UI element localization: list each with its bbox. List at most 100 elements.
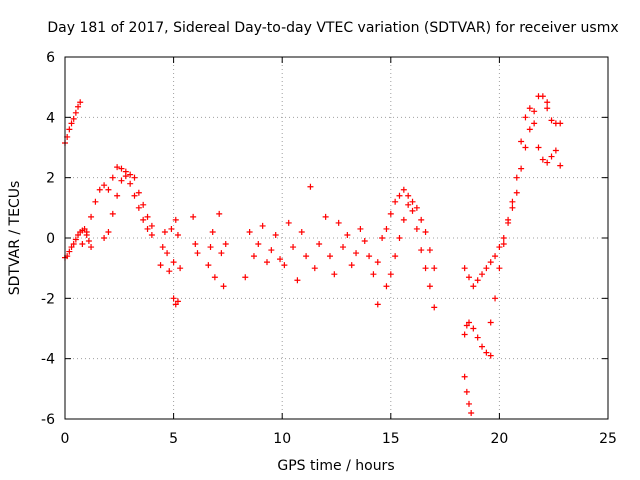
data-point-marker (361, 238, 368, 245)
data-point-marker (157, 262, 164, 269)
data-point-marker (242, 274, 249, 281)
data-point-marker (70, 241, 77, 248)
data-point-marker (148, 231, 155, 238)
data-point-marker (290, 244, 297, 251)
y-tick-label: 4 (46, 110, 55, 126)
data-point-marker (144, 213, 151, 220)
data-point-marker (487, 259, 494, 266)
data-point-marker (544, 105, 551, 112)
data-point-marker (374, 301, 381, 308)
data-point-marker (470, 325, 477, 332)
plot-frame (64, 56, 609, 420)
data-point-marker (409, 198, 416, 205)
data-point-marker (396, 235, 403, 241)
data-point-marker (461, 265, 468, 272)
data-point-marker (66, 248, 73, 255)
data-point-marker (548, 117, 555, 124)
data-point-marker (496, 244, 503, 251)
data-point-marker (474, 334, 481, 341)
data-point-marker (357, 225, 364, 232)
data-point-marker (118, 177, 125, 184)
data-point-marker (374, 259, 381, 266)
x-tick-label: 20 (490, 431, 508, 447)
data-point-marker (526, 126, 533, 133)
chart-title: Day 181 of 2017, Sidereal Day-to-day VTE… (47, 20, 618, 36)
data-point-marker (461, 331, 468, 338)
data-point-marker (474, 277, 481, 284)
data-point-marker (211, 274, 218, 281)
y-axis-label: SDTVAR / TECUs (7, 181, 23, 296)
x-tick-label: 10 (273, 431, 291, 447)
data-point-marker (216, 210, 223, 217)
data-point-marker (92, 198, 99, 205)
data-point-marker (194, 250, 201, 257)
data-point-marker (548, 153, 555, 160)
data-point-marker (209, 228, 216, 235)
data-point-marker (140, 216, 147, 223)
data-point-marker (479, 343, 486, 350)
data-point-marker (68, 120, 75, 127)
y-tick-label: -2 (41, 291, 55, 307)
data-point-marker (144, 225, 151, 232)
data-point-marker (509, 198, 516, 205)
data-point-marker (72, 109, 79, 116)
data-point-marker (207, 244, 214, 251)
data-point-marker (114, 164, 121, 171)
data-point-marker (413, 225, 420, 232)
data-point-marker (168, 225, 175, 232)
data-point-marker (405, 192, 412, 199)
data-point-marker (66, 126, 73, 133)
data-point-marker (96, 186, 103, 193)
data-point-marker (303, 253, 310, 260)
data-point-marker (544, 159, 551, 166)
data-point-marker (105, 228, 112, 235)
data-point-marker (277, 256, 284, 263)
data-point-marker (250, 253, 257, 260)
axis-ticks: 0 5 10 15 20 25 -6 -4 -2 0 2 4 6 (41, 50, 617, 447)
data-point-marker (331, 271, 338, 278)
data-point-marker (392, 253, 399, 260)
data-point-marker (172, 216, 179, 223)
data-point-marker (383, 283, 390, 290)
data-point-marker (109, 174, 116, 181)
data-point-marker (379, 235, 386, 241)
data-point-marker (461, 373, 468, 380)
data-point-marker (259, 222, 266, 229)
data-point-marker (68, 244, 75, 251)
data-point-marker (465, 400, 472, 407)
data-point-marker (109, 210, 116, 217)
data-point-marker (105, 186, 112, 193)
data-point-marker (487, 319, 494, 326)
data-point-marker (127, 171, 134, 178)
data-point-marker (135, 204, 142, 211)
data-point-marker (140, 201, 147, 208)
data-point-marker (418, 247, 425, 254)
data-point-marker (483, 265, 490, 272)
data-point-marker (172, 301, 179, 308)
data-point-marker (522, 114, 529, 121)
data-point-marker (465, 274, 472, 281)
data-point-marker (77, 99, 84, 106)
data-point-marker (246, 228, 253, 235)
data-point-marker (79, 241, 86, 248)
data-point-marker (463, 322, 470, 329)
data-point-marker (492, 253, 499, 260)
data-point-marker (463, 388, 470, 395)
data-point-marker (392, 198, 399, 205)
data-point-marker (522, 144, 529, 151)
data-point-marker (468, 409, 475, 416)
data-point-marker (465, 319, 472, 326)
data-point-marker (205, 262, 212, 269)
data-point-marker (500, 235, 507, 241)
data-point-marker (127, 180, 134, 187)
data-point-marker (322, 213, 329, 220)
data-point-marker (479, 271, 486, 278)
data-point-marker (131, 192, 138, 199)
data-point-marker (218, 250, 225, 257)
data-point-marker (366, 253, 373, 260)
data-point-marker (539, 156, 546, 163)
data-point-marker (413, 204, 420, 211)
data-point-marker (316, 241, 323, 248)
data-point-marker (285, 219, 292, 226)
